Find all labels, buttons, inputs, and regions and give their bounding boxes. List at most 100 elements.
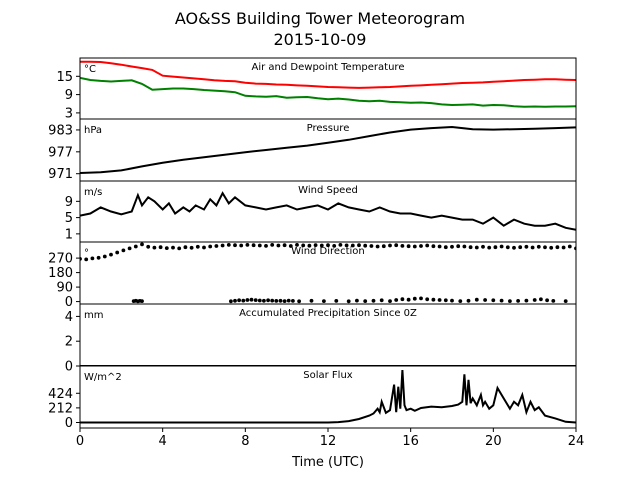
data-point: [109, 252, 113, 257]
data-point: [115, 250, 120, 255]
data-point: [251, 243, 256, 248]
data-point: [127, 246, 132, 251]
data-point: [96, 255, 101, 260]
data-point: [253, 298, 258, 302]
data-point: [319, 243, 324, 248]
data-point: [237, 298, 242, 303]
data-point: [264, 244, 268, 248]
data-point: [375, 244, 380, 249]
data-point: [524, 298, 529, 303]
panel-title: Accumulated Precipitation Since 0Z: [239, 308, 417, 319]
data-point: [443, 298, 448, 303]
x-tick-label: 4: [159, 434, 167, 449]
x-tick-label: 8: [241, 434, 249, 449]
data-point: [282, 243, 287, 248]
panel-3: 159 m/s Wind Speed: [65, 180, 577, 243]
data-point: [307, 243, 312, 248]
data-point: [282, 299, 287, 303]
figure-subtitle: 2015-10-09: [274, 30, 367, 49]
panel-5: 0 2 4 mm Accumulated Precipitation Since 0Z: [65, 303, 577, 375]
data-point: [487, 245, 492, 250]
data-point: [257, 298, 262, 303]
data-point: [545, 298, 549, 303]
data-point: [164, 246, 169, 251]
data-point: [499, 298, 504, 303]
data-point: [295, 243, 299, 247]
data-point: [249, 297, 254, 302]
data-point: [516, 299, 520, 303]
scatter-series: [131, 296, 568, 304]
data-point: [437, 298, 442, 302]
data-point: [239, 243, 244, 248]
data-point: [518, 245, 523, 250]
y-tick-label: 4: [65, 310, 73, 325]
data-point: [226, 243, 231, 247]
data-point: [419, 296, 423, 301]
data-point: [536, 244, 541, 249]
data-point: [266, 298, 270, 303]
data-point: [474, 297, 479, 302]
x-axis: 0 4 8 12 16 20 24: [76, 428, 584, 449]
data-point: [344, 243, 349, 248]
data-point: [456, 244, 461, 249]
panel-title: Solar Flux: [303, 370, 353, 381]
data-point: [214, 244, 219, 248]
data-point: [278, 298, 283, 303]
data-point: [505, 245, 510, 250]
data-point: [431, 244, 436, 249]
y-tick-label: 977: [48, 145, 73, 160]
y-tick-label: 9: [65, 195, 73, 210]
x-tick-label: 20: [485, 434, 502, 449]
data-point: [450, 244, 454, 249]
data-point: [412, 296, 417, 301]
data-point: [245, 298, 250, 302]
panel-unit-label: °C: [84, 64, 96, 75]
data-point: [381, 244, 386, 249]
data-point: [483, 298, 487, 302]
y-tick-label: 3: [65, 106, 73, 121]
panel-2: 971 977 983 hPa Pressure: [48, 118, 577, 182]
data-point: [567, 244, 572, 249]
data-point: [332, 244, 337, 248]
data-point: [229, 299, 233, 304]
panel-unit-label: °: [84, 248, 89, 259]
y-tick-label: 90: [56, 281, 73, 296]
panel-title: Wind Direction: [291, 246, 365, 257]
panel-1: 3 9 15 °C Air and Dewpoint Temperature: [56, 57, 577, 121]
data-point: [274, 299, 279, 303]
data-point: [450, 298, 454, 303]
panel-unit-label: hPa: [84, 125, 102, 136]
data-point: [530, 245, 535, 250]
data-point: [262, 298, 266, 303]
series-line: [80, 370, 576, 424]
data-point: [346, 299, 351, 304]
data-point: [369, 244, 374, 248]
data-point: [551, 299, 556, 303]
data-point: [326, 243, 330, 248]
data-point: [220, 243, 225, 248]
data-point: [394, 298, 399, 302]
figure-title: AO&SS Building Tower Meteorogram: [175, 9, 465, 28]
data-point: [121, 248, 126, 253]
data-point: [539, 297, 543, 302]
y-tick-label: 270: [48, 252, 73, 267]
data-point: [189, 245, 194, 250]
data-point: [425, 243, 430, 248]
data-point: [288, 244, 293, 248]
data-point: [322, 299, 326, 303]
y-tick-label: 180: [48, 266, 73, 281]
data-point: [466, 298, 471, 303]
data-point: [462, 244, 467, 249]
y-tick-label: 1: [65, 227, 73, 242]
data-point: [437, 244, 442, 249]
data-point: [400, 297, 405, 302]
y-tick-label: 0: [65, 416, 73, 431]
data-point: [561, 245, 566, 250]
data-point: [400, 244, 405, 248]
data-point: [431, 297, 436, 302]
data-point: [245, 243, 250, 247]
panel-title: Wind Speed: [298, 185, 358, 196]
data-point: [357, 243, 361, 248]
